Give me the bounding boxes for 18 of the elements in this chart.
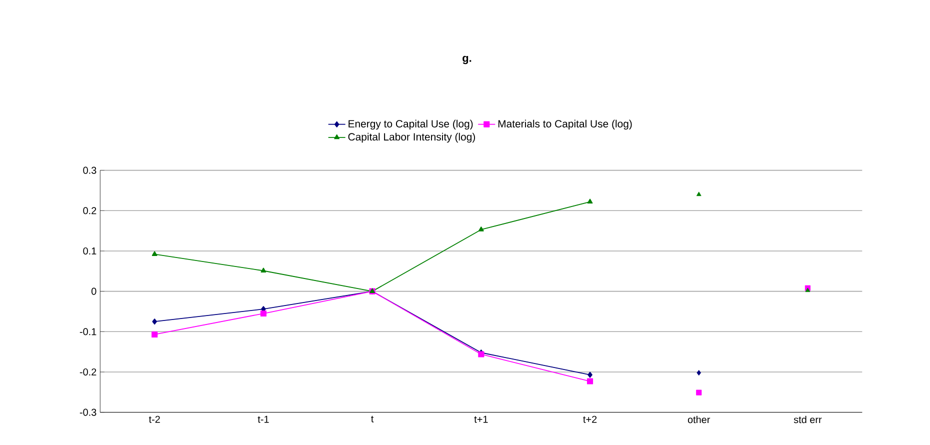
x-tick-label: t — [371, 416, 374, 422]
chart-title: g. — [462, 56, 472, 64]
x-tick-label: t+1 — [474, 416, 488, 423]
y-tick-label: -0.3 — [80, 408, 96, 416]
y-tick-label: -0.2 — [80, 368, 96, 376]
x-tick-label: std err — [794, 416, 822, 424]
legend-label: Capital Labor Intensity (log) — [348, 132, 476, 143]
legend-label: Energy to Capital Use (log) — [348, 120, 473, 130]
x-tick-label: t-1 — [258, 416, 269, 423]
x-tick-label: t-2 — [148, 416, 160, 423]
legend-label: Materials to Capital Use (log) — [498, 120, 632, 130]
y-tick-label: 0 — [91, 288, 96, 295]
y-tick-label: 0.3 — [83, 166, 96, 174]
x-tick-label: other — [688, 416, 710, 424]
y-tick-label: -0.1 — [80, 328, 96, 336]
y-tick-label: 0.1 — [83, 247, 96, 255]
y-tick-label: 0.2 — [83, 207, 96, 214]
x-tick-label: t+2 — [583, 416, 597, 423]
